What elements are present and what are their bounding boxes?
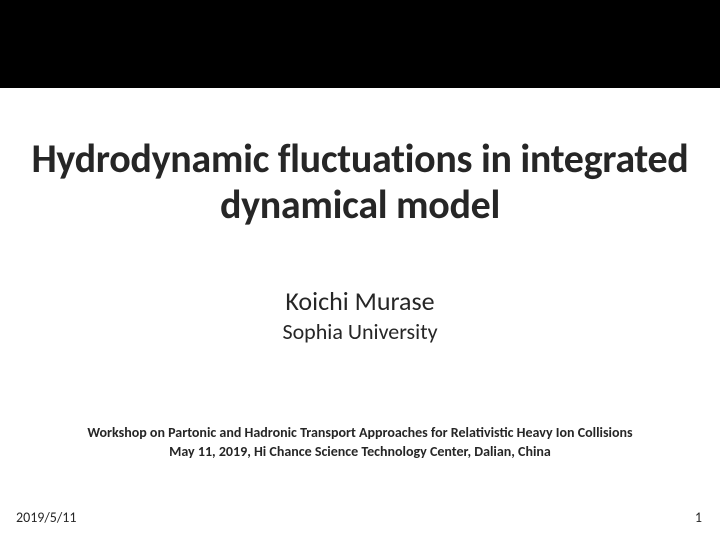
footer-date: 2019/5/11 <box>16 509 76 526</box>
slide-title: Hydrodynamic fluctuations in integrated … <box>0 136 720 228</box>
author-name: Koichi Murase <box>0 285 720 317</box>
workshop-line2: May 11, 2019, Hi Chance Science Technolo… <box>169 443 551 460</box>
workshop-line1: Workshop on Partonic and Hadronic Transp… <box>87 424 632 441</box>
footer-page-number: 1 <box>695 509 702 526</box>
affiliation: Sophia University <box>0 318 720 345</box>
top-bar <box>0 0 720 88</box>
workshop-info: Workshop on Partonic and Hadronic Transp… <box>0 424 720 462</box>
